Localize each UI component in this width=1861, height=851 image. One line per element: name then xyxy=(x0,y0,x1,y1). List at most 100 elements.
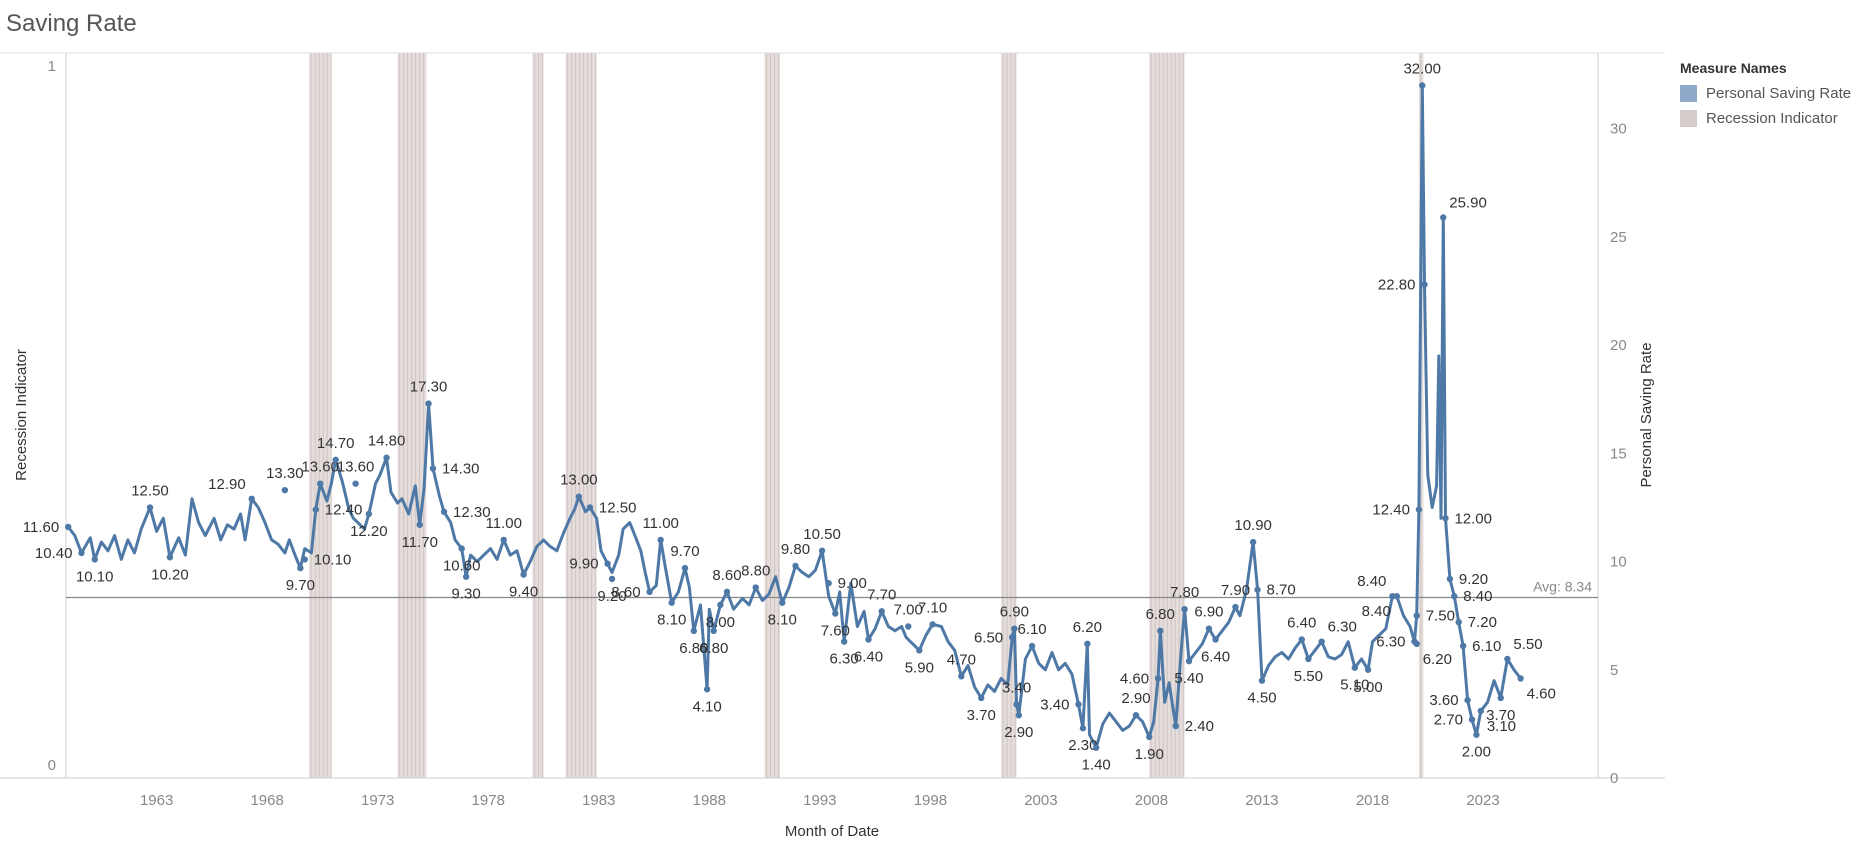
x-tick-label: 2008 xyxy=(1135,792,1168,809)
right-y-tick-label: 30 xyxy=(1610,121,1627,138)
data-label: 7.80 xyxy=(1170,584,1199,601)
data-label: 3.70 xyxy=(967,707,996,724)
data-point-marker xyxy=(1011,625,1018,632)
data-label: 6.10 xyxy=(1017,621,1046,638)
data-label: 8.40 xyxy=(1357,573,1386,590)
data-label: 8.10 xyxy=(657,612,686,629)
data-point-marker xyxy=(1473,731,1480,738)
data-label: 1.90 xyxy=(1135,746,1164,763)
data-label: 5.10 xyxy=(1340,677,1369,694)
data-point-marker xyxy=(681,564,689,572)
data-label: 13.30 xyxy=(266,465,304,482)
data-label: 11.00 xyxy=(485,515,521,532)
data-label: 11.60 xyxy=(23,519,59,536)
data-label: 4.60 xyxy=(1527,685,1556,702)
data-label: 9.20 xyxy=(1459,571,1488,588)
data-label: 4.70 xyxy=(947,651,976,668)
data-label: 6.40 xyxy=(1287,614,1316,631)
data-point-marker xyxy=(929,621,936,628)
data-point-marker xyxy=(1419,82,1426,89)
data-point-marker xyxy=(462,573,470,580)
data-point-marker xyxy=(710,627,717,635)
data-label: 12.00 xyxy=(1454,510,1492,527)
data-point-marker xyxy=(604,560,611,567)
data-label: 12.40 xyxy=(325,502,363,519)
data-label: 10.10 xyxy=(76,568,114,585)
legend-item-recession-indicator[interactable]: Recession Indicator xyxy=(1680,106,1851,131)
data-point-marker xyxy=(1132,712,1140,719)
data-point-marker xyxy=(690,627,698,635)
data-label: 7.10 xyxy=(918,599,947,616)
data-label: 12.90 xyxy=(208,476,246,493)
data-label: 12.50 xyxy=(131,482,169,499)
data-point-marker xyxy=(825,580,832,587)
data-point-marker xyxy=(865,636,872,643)
data-point-marker xyxy=(365,510,373,518)
data-label: 8.60 xyxy=(712,567,741,584)
data-point-marker xyxy=(1254,586,1261,593)
data-label: 10.40 xyxy=(35,545,73,562)
data-point-marker xyxy=(425,400,432,407)
data-point-marker xyxy=(878,608,885,615)
data-point-marker xyxy=(1172,722,1179,730)
data-point-marker xyxy=(1079,725,1087,732)
right-axis-title: Personal Saving Rate xyxy=(1638,342,1655,487)
data-point-marker xyxy=(352,480,359,487)
data-point-marker xyxy=(383,454,390,461)
data-point-marker xyxy=(91,556,98,563)
data-label: 8.80 xyxy=(741,563,770,580)
data-label: 6.30 xyxy=(1328,619,1357,636)
left-y-tick-label: 1 xyxy=(48,58,56,75)
data-label: 6.20 xyxy=(1423,651,1452,668)
data-point-marker xyxy=(1464,696,1471,704)
data-label: 13.00 xyxy=(560,472,598,489)
data-point-marker xyxy=(312,506,320,513)
legend-label: Recession Indicator xyxy=(1706,110,1838,127)
saving-rate-line xyxy=(67,84,1522,750)
data-label: 3.10 xyxy=(1487,718,1516,735)
data-point-marker xyxy=(703,686,711,693)
left-axis-title: Recession Indicator xyxy=(13,349,30,481)
x-tick-label: 2023 xyxy=(1466,792,1499,809)
data-point-marker xyxy=(416,521,423,528)
data-point-marker xyxy=(1468,716,1476,723)
data-point-marker xyxy=(1477,707,1485,715)
data-label: 3.60 xyxy=(1429,692,1458,709)
data-point-marker xyxy=(958,673,965,680)
data-label: 5.00 xyxy=(1353,679,1382,696)
data-label: 14.70 xyxy=(317,435,355,452)
data-label: 10.90 xyxy=(1234,517,1272,534)
data-point-marker xyxy=(78,549,85,557)
data-point-marker xyxy=(840,638,848,645)
data-label: 6.40 xyxy=(1201,648,1230,665)
data-point-marker xyxy=(1008,634,1016,641)
right-y-tick-label: 5 xyxy=(1610,662,1618,679)
data-point-marker xyxy=(297,564,304,572)
data-point-marker xyxy=(1415,506,1423,513)
right-y-tick-label: 25 xyxy=(1610,229,1627,246)
data-label: 7.20 xyxy=(1468,614,1497,631)
data-label: 13.60 xyxy=(337,459,375,476)
data-label: 6.80 xyxy=(679,640,708,657)
data-label: 22.80 xyxy=(1378,277,1416,294)
data-label: 6.50 xyxy=(974,629,1003,646)
data-label: 9.70 xyxy=(670,543,699,560)
data-point-marker xyxy=(520,571,527,578)
data-label: 2.40 xyxy=(1185,718,1214,735)
data-label: 11.00 xyxy=(642,515,678,532)
x-tick-label: 1963 xyxy=(140,792,173,809)
legend-label: Personal Saving Rate xyxy=(1706,85,1852,102)
data-point-marker xyxy=(1455,618,1462,626)
data-point-marker xyxy=(1446,575,1454,583)
data-point-marker xyxy=(1013,701,1020,708)
data-point-marker xyxy=(668,599,675,606)
data-point-marker xyxy=(1084,640,1091,648)
data-label: 1.40 xyxy=(1082,757,1111,774)
data-point-marker xyxy=(752,584,759,591)
data-point-marker xyxy=(717,601,724,609)
data-point-marker xyxy=(1157,627,1164,635)
data-point-marker xyxy=(779,599,786,606)
legend-item-personal-saving-rate[interactable]: Personal Saving Rate xyxy=(1680,81,1851,106)
data-label: 9.70 xyxy=(286,577,315,594)
